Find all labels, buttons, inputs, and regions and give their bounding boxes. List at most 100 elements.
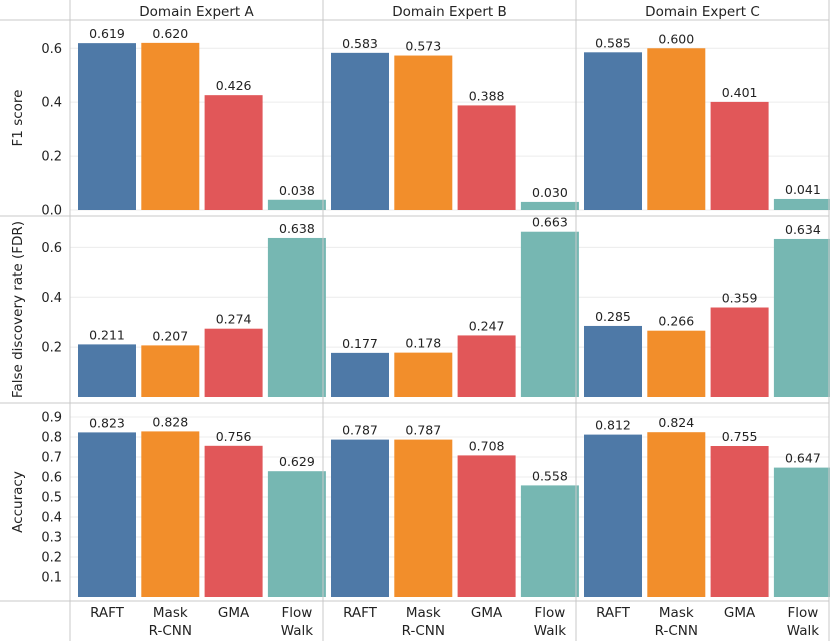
y-tick-label: 0.0 <box>41 204 62 219</box>
bar <box>204 95 263 210</box>
bar-value-label: 0.388 <box>469 88 505 103</box>
x-tick-label: Mask <box>406 605 441 621</box>
bar-value-label: 0.247 <box>469 318 505 333</box>
y-tick-label: 0.4 <box>41 96 62 111</box>
bar-value-label: 0.207 <box>152 328 188 343</box>
bar <box>647 48 706 211</box>
y-axis-label: Accuracy <box>10 471 26 533</box>
bar <box>520 485 579 597</box>
bar <box>457 105 516 210</box>
y-tick-label: 0.6 <box>41 471 62 486</box>
x-tick-label: Mask <box>659 605 694 621</box>
bar <box>394 352 453 397</box>
bar <box>520 231 579 397</box>
bar-value-label: 0.787 <box>342 423 378 438</box>
x-tick-label: Walk <box>787 623 820 639</box>
x-tick-label: R-CNN <box>655 623 698 639</box>
x-tick-label: Mask <box>153 605 188 621</box>
y-tick-label: 0.2 <box>41 150 62 165</box>
bar-value-label: 0.401 <box>722 85 758 100</box>
bar-value-label: 0.629 <box>279 454 315 469</box>
bar <box>710 446 769 597</box>
bar <box>457 455 516 597</box>
bar <box>457 335 516 397</box>
bar-value-label: 0.041 <box>785 182 821 197</box>
bar <box>267 199 326 210</box>
x-tick-label: Walk <box>281 623 314 639</box>
x-tick-label: RAFT <box>90 605 125 621</box>
bar-value-label: 0.178 <box>405 336 441 351</box>
bar-value-label: 0.824 <box>658 415 694 430</box>
bar <box>647 432 706 597</box>
bar <box>773 198 830 210</box>
y-tick-label: 0.9 <box>41 411 62 426</box>
bar <box>141 345 200 397</box>
bar <box>710 101 769 210</box>
bar-value-label: 0.619 <box>89 26 125 41</box>
bar-value-label: 0.755 <box>722 429 758 444</box>
bar-value-label: 0.583 <box>342 36 378 51</box>
column-header: Domain Expert A <box>139 4 254 20</box>
bar-value-label: 0.211 <box>89 327 125 342</box>
y-tick-label: 0.6 <box>41 241 62 256</box>
bar <box>773 238 830 397</box>
bar-value-label: 0.359 <box>722 291 758 306</box>
bar-value-label: 0.708 <box>469 438 505 453</box>
bar <box>78 432 136 597</box>
bar <box>141 42 200 210</box>
bar-value-label: 0.585 <box>595 35 631 50</box>
bar <box>394 55 453 211</box>
bar <box>520 201 579 210</box>
x-tick-label: RAFT <box>343 605 378 621</box>
y-tick-label: 0.6 <box>41 42 62 57</box>
bar-value-label: 0.177 <box>342 336 378 351</box>
bar <box>710 307 769 397</box>
x-tick-label: GMA <box>724 605 756 621</box>
bar <box>331 439 389 597</box>
x-tick-label: R-CNN <box>402 623 445 639</box>
bar-value-label: 0.647 <box>785 451 821 466</box>
bar-value-label: 0.787 <box>405 423 441 438</box>
bar-value-label: 0.285 <box>595 309 631 324</box>
column-header: Domain Expert B <box>392 4 506 20</box>
bar <box>78 344 136 397</box>
bar-value-label: 0.573 <box>405 39 441 54</box>
bar-value-label: 0.558 <box>532 468 568 483</box>
bar-value-label: 0.828 <box>152 414 188 429</box>
bar-value-label: 0.638 <box>279 221 315 236</box>
x-tick-label: R-CNN <box>149 623 192 639</box>
y-tick-label: 0.2 <box>41 341 62 356</box>
x-tick-label: Flow <box>281 605 312 621</box>
y-tick-label: 0.7 <box>41 451 62 466</box>
bar-value-label: 0.812 <box>595 418 631 433</box>
bar-value-label: 0.634 <box>785 222 821 237</box>
bar-value-label: 0.823 <box>89 415 125 430</box>
column-header: Domain Expert C <box>645 4 760 20</box>
x-tick-label: Walk <box>534 623 567 639</box>
bar-value-label: 0.756 <box>216 429 252 444</box>
bar <box>267 471 326 597</box>
bar <box>78 43 136 210</box>
x-tick-label: GMA <box>471 605 503 621</box>
y-axis-label: False discovery rate (FDR) <box>10 221 26 398</box>
bar <box>394 439 453 597</box>
bar <box>584 52 642 210</box>
x-tick-label: Flow <box>787 605 818 621</box>
y-tick-label: 0.4 <box>41 511 62 526</box>
y-tick-label: 0.8 <box>41 431 62 446</box>
bar <box>204 328 263 397</box>
bar <box>204 445 263 597</box>
bar-value-label: 0.426 <box>216 78 252 93</box>
bar-value-label: 0.030 <box>532 185 568 200</box>
x-tick-label: RAFT <box>596 605 631 621</box>
bar-value-label: 0.600 <box>658 31 694 46</box>
bar <box>331 352 389 397</box>
y-tick-label: 0.4 <box>41 291 62 306</box>
bar-value-label: 0.266 <box>658 314 694 329</box>
bar <box>584 325 642 397</box>
y-tick-label: 0.2 <box>41 551 62 566</box>
y-tick-label: 0.3 <box>41 531 62 546</box>
bar <box>773 467 830 597</box>
bar <box>331 52 389 211</box>
